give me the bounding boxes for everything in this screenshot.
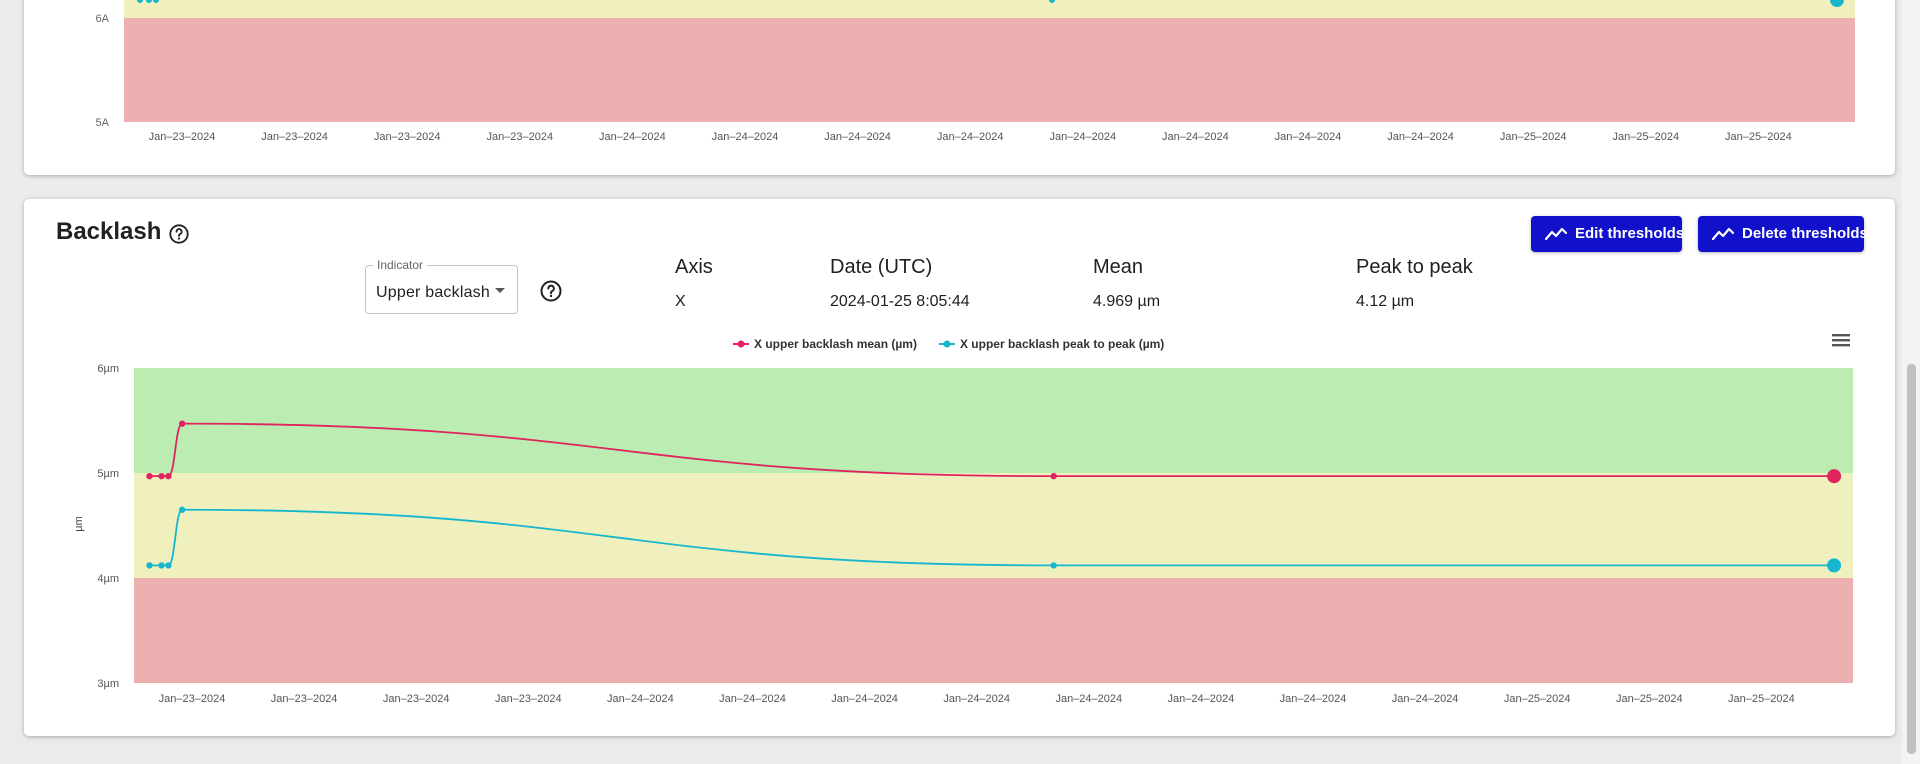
x-tick-label: Jan–23–2024: [271, 693, 338, 705]
indicator-label: Indicator: [373, 258, 428, 272]
series-group: [146, 420, 1842, 573]
trending-icon: [1712, 227, 1734, 241]
x-tick-label: Jan–23–2024: [495, 693, 562, 705]
x-tick-label: Jan–25–2024: [1728, 693, 1795, 705]
threshold-band-warning: [134, 473, 1853, 578]
peak-header: Peak to peak: [1356, 256, 1473, 278]
previous-chart-y-tick: 6A: [96, 13, 110, 25]
x-tick-label: Jan–24–2024: [1387, 131, 1454, 143]
x-tick-label: Jan–24–2024: [599, 131, 666, 143]
legend-item[interactable]: X upper backlash peak to peak (µm): [960, 337, 1164, 351]
y-tick-label: 3µm: [97, 678, 119, 690]
data-point[interactable]: [165, 472, 172, 480]
legend-marker: [737, 340, 745, 348]
data-point[interactable]: [146, 562, 153, 569]
data-point[interactable]: [178, 420, 186, 427]
x-tick-label: Jan–24–2024: [1162, 131, 1229, 143]
question-circle-icon[interactable]: [168, 223, 190, 245]
y-tick-label: 6µm: [97, 363, 119, 375]
x-tick-label: Jan–24–2024: [1275, 131, 1342, 143]
delete-thresholds-label: Delete thresholds: [1742, 225, 1868, 242]
x-tick-label: Jan–24–2024: [831, 693, 898, 705]
x-tick-label: Jan–23–2024: [149, 131, 216, 143]
previous-chart-red-band: [124, 18, 1855, 122]
data-point[interactable]: [158, 562, 165, 569]
question-circle-icon[interactable]: [539, 279, 563, 303]
mean-header: Mean: [1093, 256, 1144, 278]
scrollbar-thumb[interactable]: [1907, 364, 1916, 754]
y-tick-label: 5µm: [97, 468, 119, 480]
trending-icon: [1545, 227, 1567, 241]
date-value: 2024-01-25 8:05:44: [830, 293, 970, 310]
previous-chart-y-tick: 5A: [96, 117, 110, 129]
x-tick-label: Jan–24–2024: [1392, 693, 1459, 705]
previous-chart-card: 6A 5A Jan–23–2024 Jan–23–2024 Jan–23–2024 J…: [24, 0, 1895, 175]
scrollbar-track[interactable]: [1902, 0, 1920, 764]
x-tick-label: Jan–24–2024: [1049, 131, 1116, 143]
axis-header: Axis: [675, 256, 713, 278]
x-tick-label: Jan–23–2024: [486, 131, 553, 143]
data-point[interactable]: [158, 472, 165, 480]
edit-thresholds-label: Edit thresholds: [1575, 225, 1685, 242]
indicator-select[interactable]: Indicator Upper backlash: [365, 258, 518, 314]
x-tick-label: Jan–25–2024: [1500, 131, 1567, 143]
section-title: Backlash: [56, 218, 162, 245]
axis-value: X: [675, 293, 686, 310]
x-tick-label: Jan–25–2024: [1612, 131, 1679, 143]
threshold-bands: [134, 368, 1853, 683]
threshold-band-good: [134, 368, 1853, 473]
peak-value: 4.12 µm: [1356, 293, 1415, 310]
delete-thresholds-button[interactable]: Delete thresholds: [1698, 216, 1868, 252]
x-tick-label: Jan–24–2024: [712, 131, 779, 143]
x-tick-label: Jan–24–2024: [937, 131, 1004, 143]
previous-chart-point: [153, 0, 159, 3]
threshold-band-bad: [134, 578, 1853, 683]
x-tick-label: Jan–23–2024: [374, 131, 441, 143]
x-tick-label: Jan–24–2024: [607, 693, 674, 705]
previous-chart-point: [1049, 0, 1055, 3]
x-tick-label: Jan–23–2024: [383, 693, 450, 705]
hamburger-menu-icon[interactable]: [1832, 332, 1850, 348]
previous-chart-yellow-band: [124, 0, 1855, 18]
previous-chart-x-axis: Jan–23–2024 Jan–23–2024 Jan–23–2024 Jan–23–…: [149, 131, 1792, 143]
x-tick-label: Jan–25–2024: [1616, 693, 1683, 705]
x-tick-label: Jan–24–2024: [1280, 693, 1347, 705]
indicator-value: Upper backlash: [376, 284, 490, 301]
date-header: Date (UTC): [830, 256, 933, 278]
x-tick-label: Jan–23–2024: [261, 131, 328, 143]
data-point[interactable]: [1827, 469, 1842, 484]
legend-item[interactable]: X upper backlash mean (µm): [754, 337, 917, 351]
data-point[interactable]: [178, 506, 186, 513]
data-point[interactable]: [146, 472, 153, 480]
x-tick-label: Jan–23–2024: [159, 693, 226, 705]
x-tick-label: Jan–25–2024: [1725, 131, 1792, 143]
legend-marker: [943, 340, 951, 348]
x-tick-label: Jan–24–2024: [719, 693, 786, 705]
x-axis: Jan–23–2024 Jan–23–2024 Jan–23–2024 Jan–23–…: [159, 693, 1795, 705]
data-point[interactable]: [1827, 558, 1842, 573]
previous-chart-point: [146, 0, 152, 3]
edit-thresholds-button[interactable]: Edit thresholds: [1531, 216, 1685, 252]
previous-chart-point: [1830, 0, 1844, 7]
data-point[interactable]: [165, 562, 172, 569]
x-tick-label: Jan–24–2024: [943, 693, 1010, 705]
data-point[interactable]: [1050, 472, 1057, 480]
x-tick-label: Jan–25–2024: [1504, 693, 1571, 705]
x-tick-label: Jan–24–2024: [824, 131, 891, 143]
mean-value: 4.969 µm: [1093, 293, 1161, 310]
previous-chart: 6A 5A Jan–23–2024 Jan–23–2024 Jan–23–2024 J…: [96, 0, 1855, 143]
previous-chart-point: [137, 0, 143, 3]
data-point[interactable]: [1050, 562, 1057, 569]
x-tick-label: Jan–24–2024: [1168, 693, 1235, 705]
x-tick-label: Jan–24–2024: [1055, 693, 1122, 705]
y-axis: 6µm 5µm 4µm 3µm: [97, 363, 119, 690]
legend: X upper backlash mean (µm) X upper backla…: [733, 337, 1164, 351]
backlash-card: Backlash Indicator Upper backlash Axis D…: [24, 199, 1895, 736]
y-axis-label: µm: [73, 516, 85, 532]
chevron-down-icon: [495, 288, 505, 293]
y-tick-label: 4µm: [97, 573, 119, 585]
